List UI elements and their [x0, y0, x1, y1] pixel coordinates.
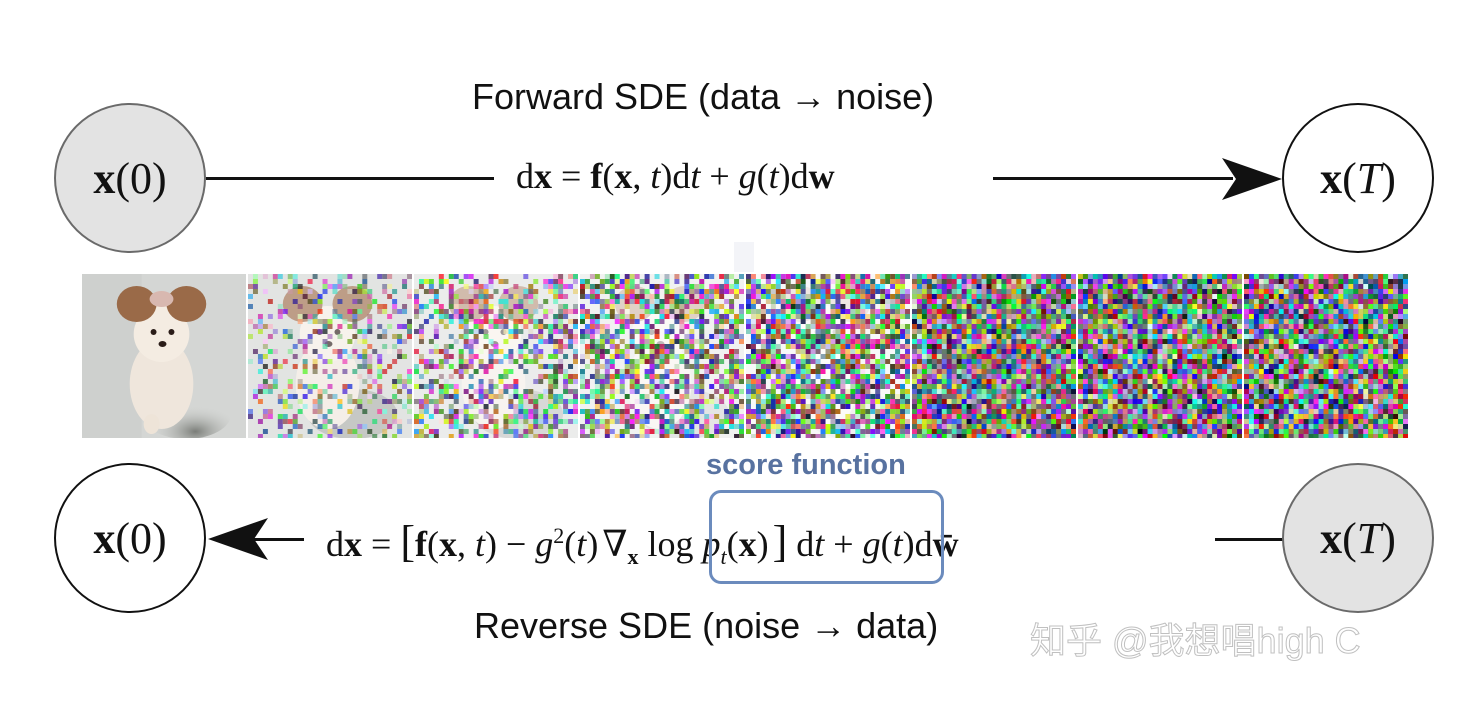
noise-tile-3	[580, 274, 744, 438]
reverse-line-right	[1215, 538, 1283, 541]
reverse-sde-title: Reverse SDE (noise → data)	[474, 605, 939, 646]
forward-line-left	[206, 177, 494, 180]
noise-progression-strip	[82, 274, 1408, 438]
noise-tile-7	[1244, 274, 1408, 438]
forward-end-node-xT: x(T)	[1282, 103, 1434, 253]
arrow-left-icon	[208, 518, 268, 560]
node-arg: 0	[130, 153, 152, 203]
reverse-end-node-x0: x(0)	[54, 463, 206, 613]
noise-tile-0	[82, 274, 246, 438]
node-var: x	[93, 153, 116, 203]
noise-tile-2	[414, 274, 578, 438]
image-artifact	[734, 242, 754, 272]
noise-tile-4	[746, 274, 910, 438]
forward-sde-title: Forward SDE (data → noise)	[472, 76, 935, 117]
forward-arrow-shaft	[993, 177, 1233, 180]
noise-tile-5	[912, 274, 1076, 438]
arrow-right-icon	[1222, 158, 1282, 200]
watermark: 知乎 @我想唱high C	[1030, 620, 1362, 662]
score-function-box	[709, 490, 944, 584]
reverse-arrow-shaft	[254, 538, 304, 541]
forward-start-node-x0: x(0)	[54, 103, 206, 253]
noise-tile-1	[248, 274, 412, 438]
noise-tile-6	[1078, 274, 1242, 438]
score-function-label: score function	[706, 449, 906, 481]
reverse-sde-equation: dx = [f(x, t) − g2(t) ∇x log pt(x)] dt + …	[326, 517, 959, 570]
reverse-start-node-xT: x(T)	[1282, 463, 1434, 613]
forward-sde-equation: dx = f(x, t)dt + g(t)dw	[516, 156, 835, 196]
